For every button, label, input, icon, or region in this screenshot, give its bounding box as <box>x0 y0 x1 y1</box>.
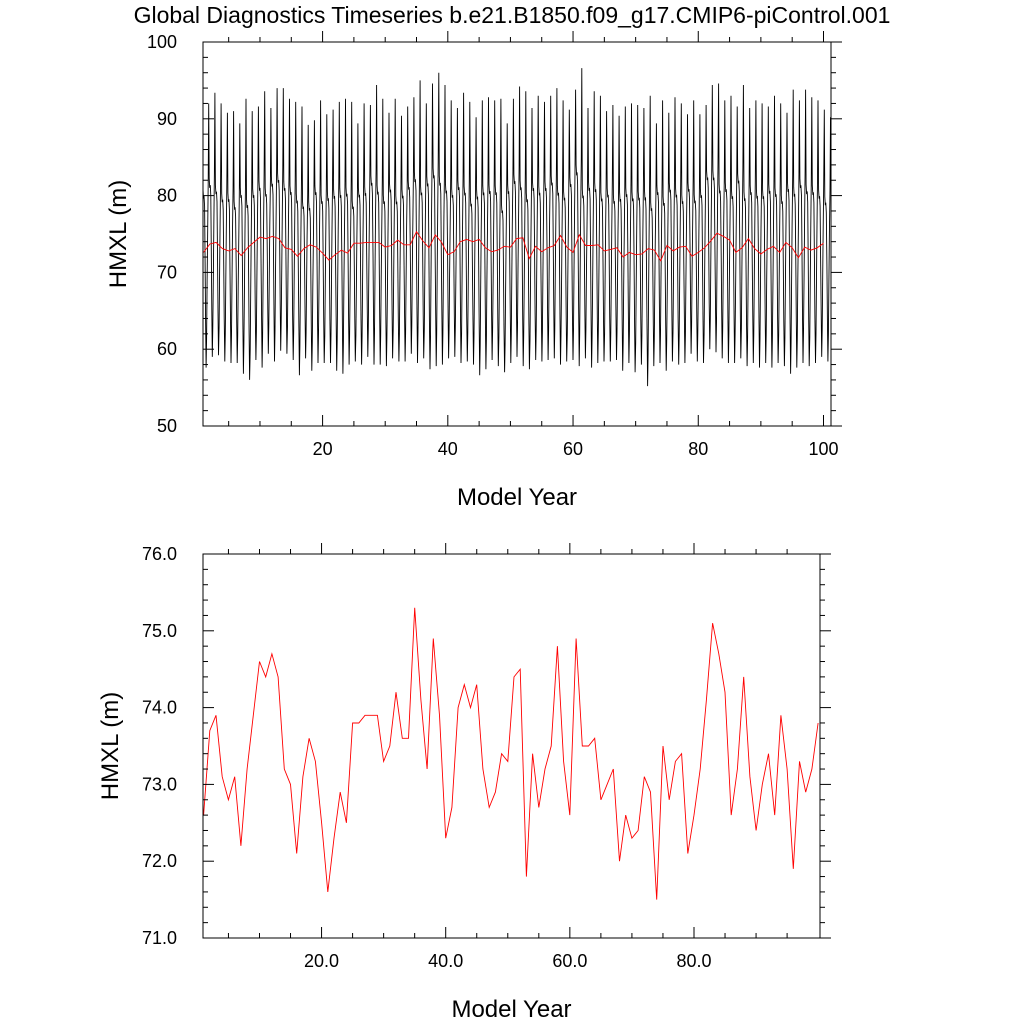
y-tick-label: 76.0 <box>142 544 177 564</box>
x-tick-label: 100 <box>808 439 838 459</box>
x-tick-label: 40.0 <box>428 951 463 971</box>
y-tick-label: 71.0 <box>142 928 177 948</box>
chart-title: Global Diagnostics Timeseries b.e21.B185… <box>133 2 891 28</box>
bottom-panel: 20.0 40.0 60.0 80.0 71.0 72.0 73.0 74.0 75.0 76.0… <box>97 543 831 1023</box>
x-tick-label: 60 <box>563 439 583 459</box>
y-tick-label: 60 <box>157 339 177 359</box>
y-tick-label: 75.0 <box>142 621 177 641</box>
series-line-annual <box>203 607 819 900</box>
x-tick-label: 20.0 <box>304 951 339 971</box>
y-tick-label: 73.0 <box>142 774 177 794</box>
x-tick-label: 40 <box>438 439 458 459</box>
plot-frame <box>202 41 832 427</box>
y-tick-label: 50 <box>157 416 177 436</box>
y-tick-label: 80 <box>157 186 177 206</box>
x-tick-label: 60.0 <box>552 951 587 971</box>
x-axis-title: Model Year <box>457 484 577 511</box>
series-line-annual <box>203 230 824 262</box>
y-tick-label: 74.0 <box>142 698 177 718</box>
x-tick-label: 80 <box>688 439 708 459</box>
y-tick-label: 70 <box>157 262 177 282</box>
x-axis-title: Model Year <box>451 996 571 1023</box>
x-tick-label: 80.0 <box>676 951 711 971</box>
series-line-monthly <box>202 68 831 387</box>
y-axis-title: HMXL (m) <box>105 180 132 288</box>
y-tick-label: 72.0 <box>142 851 177 871</box>
top-panel: 20 40 60 80 100 50 60 70 80 90 100 Model Year HMXL (… <box>105 31 842 511</box>
plot-frame <box>202 553 821 939</box>
y-axis-title: HMXL (m) <box>97 692 124 800</box>
x-tick-label: 20 <box>313 439 333 459</box>
y-tick-label: 100 <box>147 32 177 52</box>
y-tick-label: 90 <box>157 109 177 129</box>
